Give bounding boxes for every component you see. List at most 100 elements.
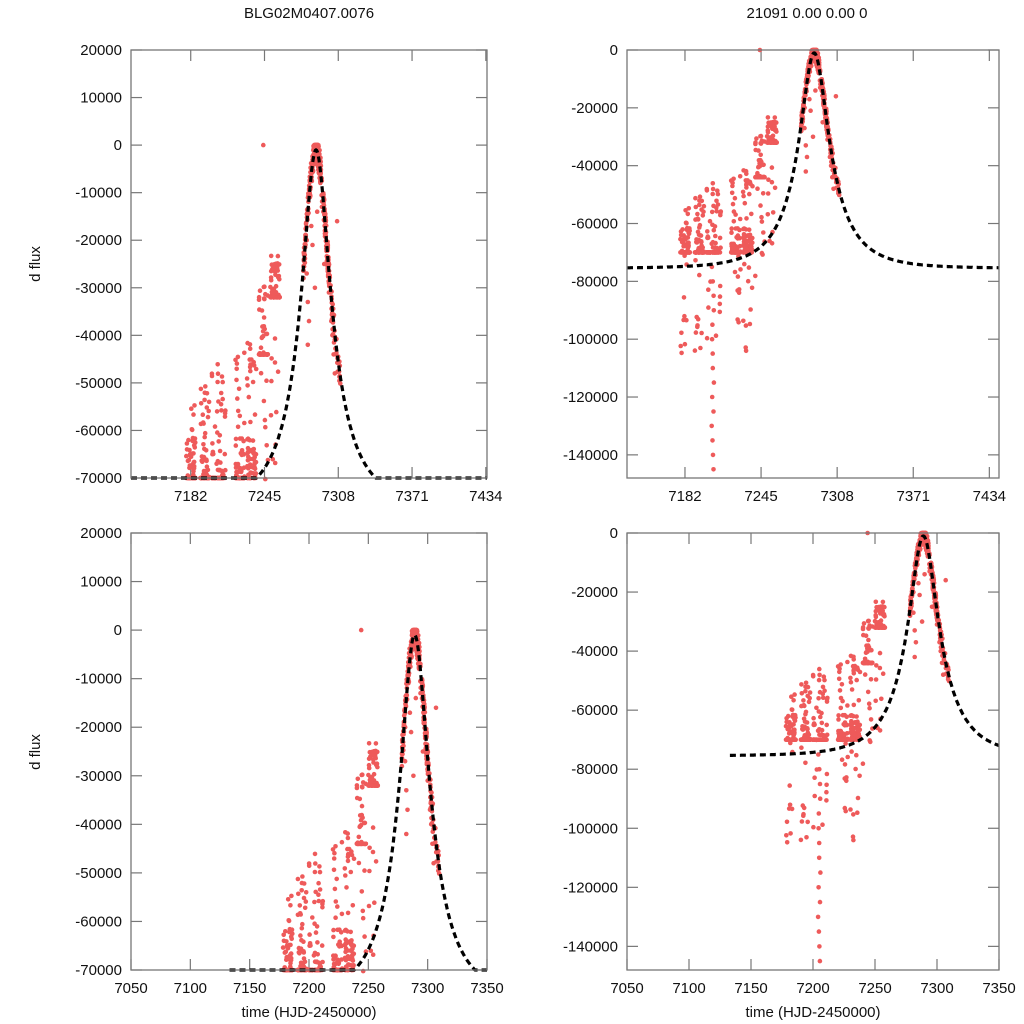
data-point: [693, 258, 698, 263]
data-point: [800, 803, 806, 808]
data-point: [731, 219, 737, 224]
y-tick-label: 0: [114, 137, 122, 154]
data-point: [185, 458, 191, 464]
data-point: [790, 737, 795, 742]
panel-title: BLG02M0407.0076: [244, 5, 374, 22]
data-point: [803, 143, 809, 148]
data-point: [798, 837, 804, 843]
data-point: [316, 880, 321, 886]
data-point: [741, 318, 746, 324]
x-tick-label: 7300: [411, 980, 444, 997]
x-tick-label: 7245: [248, 488, 281, 505]
data-point: [262, 284, 267, 290]
data-point: [851, 654, 856, 660]
data-point: [317, 869, 323, 875]
data-point: [204, 472, 209, 477]
data-point: [810, 672, 816, 678]
data-point: [820, 120, 825, 125]
data-point: [200, 420, 206, 425]
data-point: [880, 612, 886, 618]
data-point: [820, 695, 826, 700]
data-point: [289, 936, 295, 942]
data-point: [864, 643, 869, 648]
data-point: [848, 679, 854, 685]
data-point: [803, 737, 809, 742]
y-tick-label: 10000: [80, 90, 122, 107]
data-point: [786, 806, 792, 811]
data-point: [857, 669, 863, 675]
data-point: [299, 880, 305, 886]
y-tick-label: -80000: [571, 761, 618, 778]
data-point: [741, 193, 746, 199]
data-point: [850, 834, 856, 839]
data-point: [679, 239, 685, 245]
data-point: [362, 934, 367, 939]
plot-frame: [130, 49, 488, 479]
data-point: [268, 275, 274, 280]
data-point: [331, 927, 336, 933]
data-point: [828, 143, 833, 149]
x-tick-label: 7308: [820, 488, 853, 505]
x-tick-label: 7350: [982, 980, 1015, 997]
data-point: [848, 713, 853, 718]
data-point: [316, 898, 322, 904]
data-point: [212, 424, 218, 429]
data-point: [824, 798, 829, 803]
data-point: [700, 213, 706, 218]
data-point: [698, 239, 704, 244]
data-point: [420, 749, 426, 754]
data-point: [356, 860, 362, 866]
y-tick-label: 20000: [80, 525, 122, 542]
data-point: [807, 690, 813, 695]
y-tick-label: -40000: [571, 158, 618, 175]
data-point: [284, 943, 290, 948]
data-point: [762, 174, 767, 180]
data-point: [815, 914, 821, 920]
data-point: [697, 194, 703, 199]
y-tick-label: -60000: [571, 216, 618, 233]
data-point: [306, 318, 312, 324]
data-point: [204, 457, 209, 463]
data-point: [817, 796, 823, 801]
data-point: [298, 963, 303, 969]
y-tick-label: -100000: [563, 331, 618, 348]
data-point: [332, 886, 338, 892]
data-point: [845, 703, 850, 708]
data-point: [275, 261, 280, 266]
data-point: [191, 412, 196, 417]
data-point: [366, 756, 372, 761]
data-point: [349, 849, 354, 854]
data-point: [715, 191, 721, 197]
data-point: [786, 731, 792, 736]
data-point: [191, 460, 197, 465]
data-point: [206, 399, 212, 405]
data-point: [801, 716, 807, 722]
data-point: [236, 469, 241, 475]
data-point: [272, 336, 278, 341]
data-point: [697, 272, 702, 278]
data-point: [820, 684, 826, 690]
data-point: [342, 942, 348, 948]
data-point: [717, 283, 723, 289]
data-point: [682, 253, 687, 258]
data-point: [735, 317, 740, 322]
data-point: [855, 810, 860, 815]
data-point: [745, 278, 751, 284]
data-point: [354, 795, 360, 801]
data-point: [695, 211, 700, 217]
data-point: [288, 903, 293, 908]
data-point: [317, 864, 322, 869]
data-point: [743, 238, 749, 244]
data-point: [768, 135, 773, 141]
data-point: [765, 191, 771, 196]
data-point: [259, 335, 265, 341]
data-point: [247, 346, 253, 352]
data-point: [713, 233, 718, 239]
data-point: [406, 673, 411, 678]
data-point: [803, 760, 808, 766]
data-point: [265, 457, 271, 463]
data-point: [682, 313, 687, 319]
data-point: [877, 665, 883, 671]
data-point: [189, 427, 195, 432]
data-point: [367, 845, 372, 851]
